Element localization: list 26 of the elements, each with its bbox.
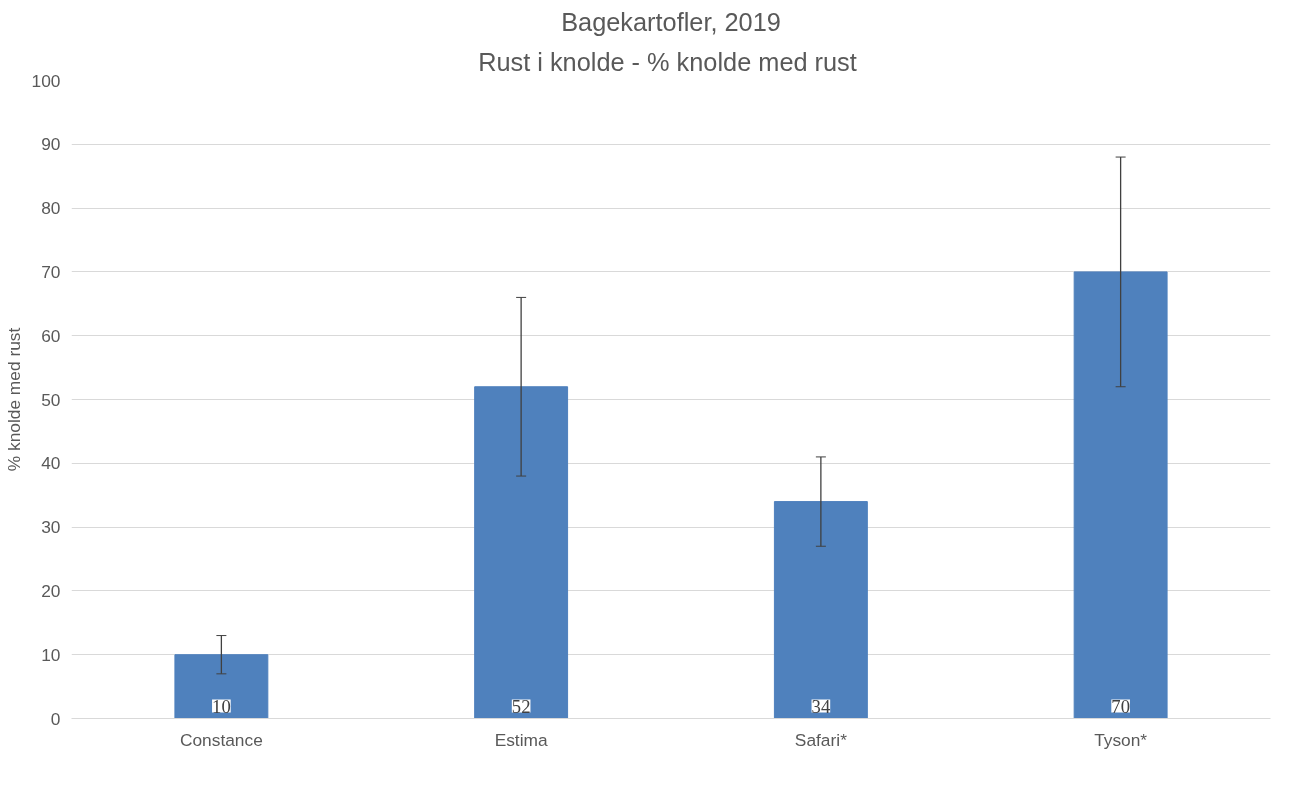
- bar: [1073, 271, 1168, 719]
- y-tick-label: 100: [31, 70, 61, 91]
- y-tick-label: 50: [41, 389, 61, 410]
- y-tick-label: 20: [41, 580, 61, 601]
- y-axis-title: % knolde med rust: [3, 327, 24, 472]
- data-label: 34: [811, 695, 831, 717]
- y-tick-label: 10: [41, 644, 61, 665]
- y-tick-label: 60: [41, 325, 61, 346]
- chart-subtitle: Rust i knolde - % knolde med rust: [478, 47, 857, 76]
- y-tick-label: 90: [41, 134, 61, 155]
- x-tick-label: Tyson*: [1094, 729, 1148, 750]
- x-tick-label: Safari*: [794, 729, 848, 750]
- bar: [474, 386, 569, 719]
- chart-title: Bagekartofler, 2019: [561, 7, 781, 36]
- y-tick-label: 30: [41, 517, 61, 538]
- y-tick-label: 70: [41, 261, 61, 282]
- data-label: 70: [1111, 695, 1130, 717]
- y-tick-label: 0: [50, 708, 61, 729]
- x-tick-label: Estima: [494, 729, 548, 750]
- x-tick-label: Constance: [179, 729, 263, 750]
- data-label: 52: [511, 695, 531, 717]
- data-label: 10: [212, 695, 231, 717]
- y-tick-label: 40: [41, 453, 61, 474]
- bar: [773, 501, 868, 719]
- bar: [174, 654, 269, 719]
- y-tick-label: 80: [41, 198, 61, 219]
